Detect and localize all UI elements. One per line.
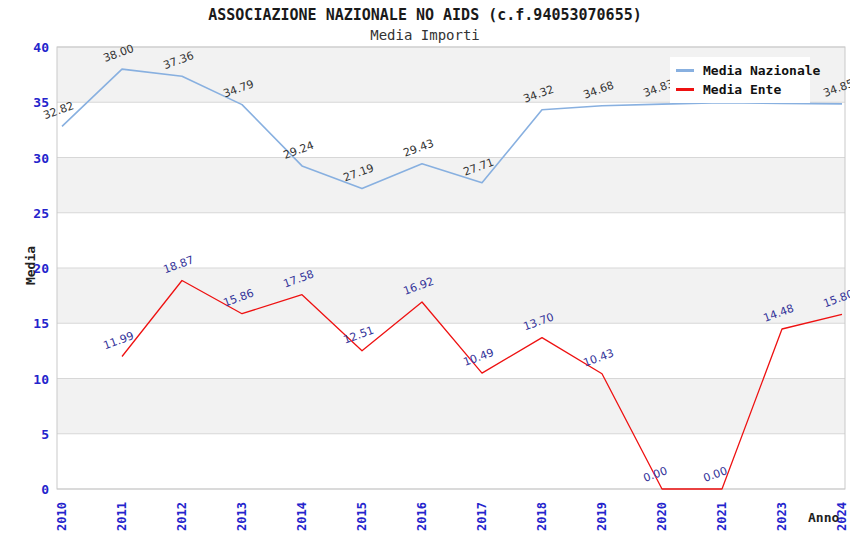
x-tick-label: 2018 xyxy=(535,502,549,531)
y-tick-label: 35 xyxy=(33,95,49,110)
point-label: 0.00 xyxy=(642,464,669,485)
x-tick-label: 2015 xyxy=(355,502,369,531)
y-tick-label: 10 xyxy=(33,372,49,387)
y-tick-label: 15 xyxy=(33,316,49,331)
legend-swatch-ente-icon xyxy=(676,88,694,91)
chart-subtitle: Media Importi xyxy=(0,27,850,43)
plot-band xyxy=(57,158,845,213)
legend-label: Media Ente xyxy=(703,82,781,97)
legend-label: Media Nazionale xyxy=(703,63,820,78)
legend-item-media-nazionale: Media Nazionale xyxy=(676,63,804,78)
point-label: 10.43 xyxy=(582,347,616,370)
legend: Media Nazionale Media Ente xyxy=(670,57,810,103)
x-tick-label: 2014 xyxy=(295,502,309,531)
x-axis-title: Anno xyxy=(808,510,839,525)
point-label: 29.43 xyxy=(402,137,436,160)
legend-swatch-nazionale-icon xyxy=(676,69,694,72)
x-tick-label: 2020 xyxy=(655,502,669,531)
x-tick-label: 2017 xyxy=(475,502,489,531)
x-tick-label: 2013 xyxy=(235,502,249,531)
legend-item-media-ente: Media Ente xyxy=(676,82,804,97)
x-tick-label: 2010 xyxy=(55,502,69,531)
x-tick-label: 2019 xyxy=(595,502,609,531)
point-label: 10.49 xyxy=(462,346,496,369)
plot-band xyxy=(57,268,845,323)
point-label: 11.99 xyxy=(102,329,136,352)
y-tick-label: 25 xyxy=(33,206,49,221)
x-tick-label: 2011 xyxy=(115,502,129,531)
x-tick-label: 2016 xyxy=(415,502,429,531)
x-tick-label: 2021 xyxy=(715,502,729,531)
y-axis-title: Media xyxy=(23,236,38,296)
plot-band xyxy=(57,379,845,434)
y-tick-label: 5 xyxy=(41,427,49,442)
y-tick-label: 0 xyxy=(41,482,49,497)
x-tick-label: 2012 xyxy=(175,502,189,531)
x-tick-label: 2023 xyxy=(775,502,789,531)
y-tick-label: 30 xyxy=(33,151,49,166)
chart-window: 32.8238.0037.3634.7929.2427.1929.4327.71… xyxy=(0,0,850,550)
chart-title: ASSOCIAZIONE NAZIONALE NO AIDS (c.f.9405… xyxy=(0,6,850,24)
